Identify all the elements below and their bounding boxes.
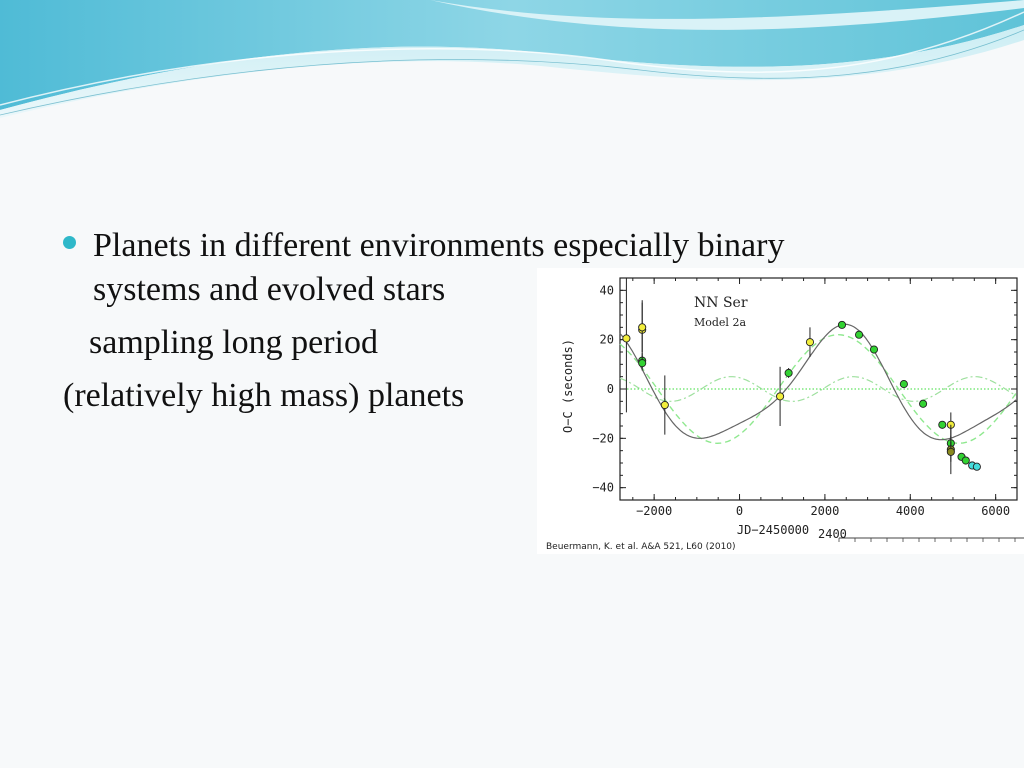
citation: Beuermann, K. et al. A&A 521, L60 (2010) [546, 542, 736, 552]
data-point-green [784, 368, 793, 378]
chart-title: NN Ser [694, 295, 748, 311]
data-point-yellow [776, 392, 785, 401]
data-point-yellow [805, 338, 815, 347]
y-axis-label: O−C (seconds) [561, 339, 575, 433]
bullet-text-line2: systems and evolved stars [93, 271, 446, 308]
y-tick-label: −40 [592, 481, 614, 495]
data-point-yellow [660, 400, 669, 410]
bullet-point-icon [63, 236, 76, 249]
data-point-green [869, 345, 879, 354]
y-tick-label: 40 [600, 283, 614, 297]
stray-label: 2400 [818, 527, 847, 541]
data-point-green [919, 399, 928, 408]
inner-planet-curve [619, 333, 1017, 445]
y-tick-label: 20 [600, 333, 614, 347]
model-fit-curve [619, 323, 1017, 441]
x-tick-label: 4000 [896, 504, 925, 518]
bullet-text-line1: Planets in different environments especi… [93, 227, 785, 264]
data-point-olive [946, 447, 955, 456]
outer-planet-curve [619, 376, 1017, 402]
oc-diagram-figure: −2000 0 2000 4000 6000 −40 −20 0 20 40 NN Ser Mod… [537, 268, 1024, 554]
x-tick-label: 6000 [981, 504, 1010, 518]
data-point-green [837, 320, 847, 329]
data-point-green [855, 330, 864, 339]
data-point-green [938, 420, 947, 429]
sub-text-line-2: (relatively high mass) planets [63, 377, 465, 414]
chart-subtitle: Model 2a [694, 316, 746, 329]
data-point-green [961, 456, 970, 465]
y-tick-label: 0 [607, 382, 614, 396]
data-point-green [638, 359, 647, 368]
data-point-cyan [972, 462, 981, 471]
x-axis-label: JD−2450000 [737, 523, 809, 537]
data-point-yellow [622, 334, 631, 343]
x-tick-label: 0 [736, 504, 743, 518]
decorative-banner [0, 0, 1024, 118]
sub-text-line: sampling long period [89, 324, 378, 361]
data-point-green [899, 380, 908, 389]
data-point-yellow [638, 323, 647, 332]
y-tick-label: −20 [592, 431, 614, 445]
x-tick-label: −2000 [636, 504, 672, 518]
oc-chart: −2000 0 2000 4000 6000 −40 −20 0 20 40 NN Ser Mod… [546, 277, 1024, 552]
x-tick-label: 2000 [810, 504, 839, 518]
